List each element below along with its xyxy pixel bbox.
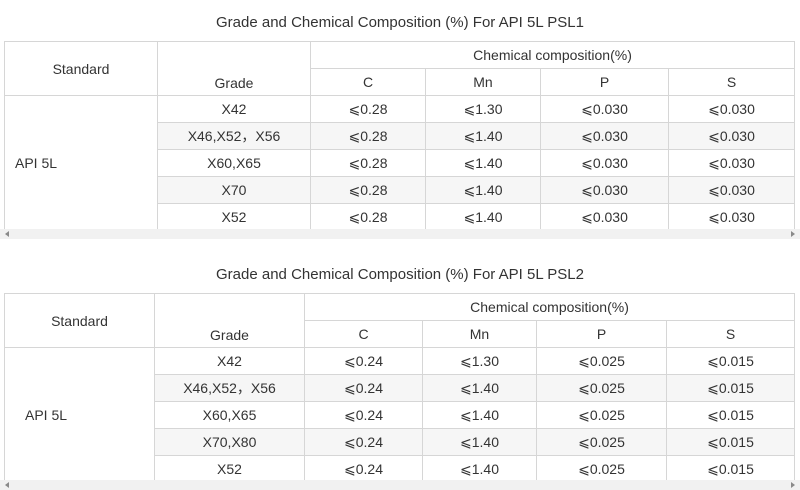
table-row: X70 ⩽0.28 ⩽1.40 ⩽0.030 ⩽0.030 (5, 176, 795, 204)
chemical-composition-header: Chemical composition(%) (304, 293, 795, 321)
scroll-left-arrow-icon[interactable] (5, 231, 9, 237)
table-row: X52 ⩽0.28 ⩽1.40 ⩽0.030 ⩽0.030 (5, 203, 795, 231)
psl1-composition-table: Standard Grade Chemical composition(%) C… (4, 41, 795, 231)
phosphorus-cell: ⩽0.025 (536, 374, 667, 402)
table-row: API 5L X42 ⩽0.24 ⩽1.30 ⩽0.025 ⩽0.015 (4, 347, 795, 483)
sulfur-cell: ⩽0.015 (666, 428, 795, 456)
table-row: X70,X80 ⩽0.24 ⩽1.40 ⩽0.025 ⩽0.015 (5, 428, 795, 456)
sulfur-header: S (666, 320, 795, 348)
grade-cell: X70,X80 (154, 428, 305, 456)
grade-cell: X52 (154, 455, 305, 483)
grade-cell: X46,X52，X56 (154, 374, 305, 402)
manganese-cell: ⩽1.30 (425, 95, 541, 123)
sulfur-cell: ⩽0.030 (668, 203, 795, 231)
phosphorus-cell: ⩽0.025 (536, 455, 667, 483)
table-row: X46,X52，X56 ⩽0.24 ⩽1.40 ⩽0.025 ⩽0.015 (5, 374, 795, 402)
carbon-cell: ⩽0.24 (304, 401, 423, 429)
table-row: API 5L X42 ⩽0.28 ⩽1.30 ⩽0.030 ⩽0.030 (4, 95, 795, 231)
manganese-cell: ⩽1.40 (422, 428, 537, 456)
carbon-cell: ⩽0.24 (304, 347, 423, 375)
sulfur-cell: ⩽0.030 (668, 176, 795, 204)
manganese-cell: ⩽1.40 (425, 176, 541, 204)
carbon-cell: ⩽0.28 (310, 95, 426, 123)
manganese-cell: ⩽1.40 (422, 455, 537, 483)
carbon-cell: ⩽0.24 (304, 374, 423, 402)
grade-cell: X42 (154, 347, 305, 375)
grade-cell: X46,X52，X56 (157, 122, 311, 150)
standard-cell: API 5L (4, 347, 155, 483)
sulfur-cell: ⩽0.015 (666, 347, 795, 375)
phosphorus-cell: ⩽0.030 (540, 95, 669, 123)
grade-cell: X70 (157, 176, 311, 204)
sulfur-cell: ⩽0.015 (666, 401, 795, 429)
sulfur-header: S (668, 68, 795, 96)
manganese-cell: ⩽1.40 (425, 203, 541, 231)
standard-cell: API 5L (4, 95, 158, 231)
manganese-header: Mn (425, 68, 541, 96)
table-row: X46,X52，X56 ⩽0.28 ⩽1.40 ⩽0.030 ⩽0.030 (5, 122, 795, 150)
grade-cell: X42 (157, 95, 311, 123)
psl2-horizontal-scrollbar[interactable] (0, 480, 800, 490)
grade-header: Grade (154, 293, 305, 348)
standard-header: Standard (4, 41, 158, 96)
scroll-left-arrow-icon[interactable] (5, 482, 9, 488)
phosphorus-cell: ⩽0.025 (536, 428, 667, 456)
manganese-cell: ⩽1.40 (422, 374, 537, 402)
grade-cell: X60,X65 (154, 401, 305, 429)
carbon-cell: ⩽0.24 (304, 428, 423, 456)
phosphorus-cell: ⩽0.030 (540, 149, 669, 177)
carbon-cell: ⩽0.28 (310, 149, 426, 177)
carbon-cell: ⩽0.28 (310, 176, 426, 204)
manganese-cell: ⩽1.30 (422, 347, 537, 375)
phosphorus-cell: ⩽0.030 (540, 203, 669, 231)
manganese-header: Mn (422, 320, 537, 348)
psl2-table-title: Grade and Chemical Composition (%) For A… (216, 266, 584, 283)
standard-header: Standard (4, 293, 155, 348)
scroll-right-arrow-icon[interactable] (791, 482, 795, 488)
phosphorus-header: P (536, 320, 667, 348)
psl1-horizontal-scrollbar[interactable] (0, 229, 800, 239)
sulfur-cell: ⩽0.030 (668, 95, 795, 123)
sulfur-cell: ⩽0.030 (668, 122, 795, 150)
chemical-composition-header: Chemical composition(%) (310, 41, 795, 69)
carbon-cell: ⩽0.28 (310, 122, 426, 150)
carbon-cell: ⩽0.24 (304, 455, 423, 483)
carbon-cell: ⩽0.28 (310, 203, 426, 231)
grade-cell: X52 (157, 203, 311, 231)
phosphorus-cell: ⩽0.025 (536, 401, 667, 429)
table-row: X60,X65 ⩽0.24 ⩽1.40 ⩽0.025 ⩽0.015 (5, 401, 795, 429)
manganese-cell: ⩽1.40 (425, 122, 541, 150)
carbon-header: C (304, 320, 423, 348)
phosphorus-cell: ⩽0.030 (540, 122, 669, 150)
sulfur-cell: ⩽0.015 (666, 455, 795, 483)
phosphorus-header: P (540, 68, 669, 96)
carbon-header: C (310, 68, 426, 96)
phosphorus-cell: ⩽0.030 (540, 176, 669, 204)
grade-cell: X60,X65 (157, 149, 311, 177)
manganese-cell: ⩽1.40 (425, 149, 541, 177)
grade-header: Grade (157, 41, 311, 96)
sulfur-cell: ⩽0.015 (666, 374, 795, 402)
sulfur-cell: ⩽0.030 (668, 149, 795, 177)
scroll-right-arrow-icon[interactable] (791, 231, 795, 237)
psl1-table-title: Grade and Chemical Composition (%) For A… (216, 14, 584, 31)
manganese-cell: ⩽1.40 (422, 401, 537, 429)
psl2-composition-table: Standard Grade Chemical composition(%) C… (4, 293, 795, 483)
phosphorus-cell: ⩽0.025 (536, 347, 667, 375)
